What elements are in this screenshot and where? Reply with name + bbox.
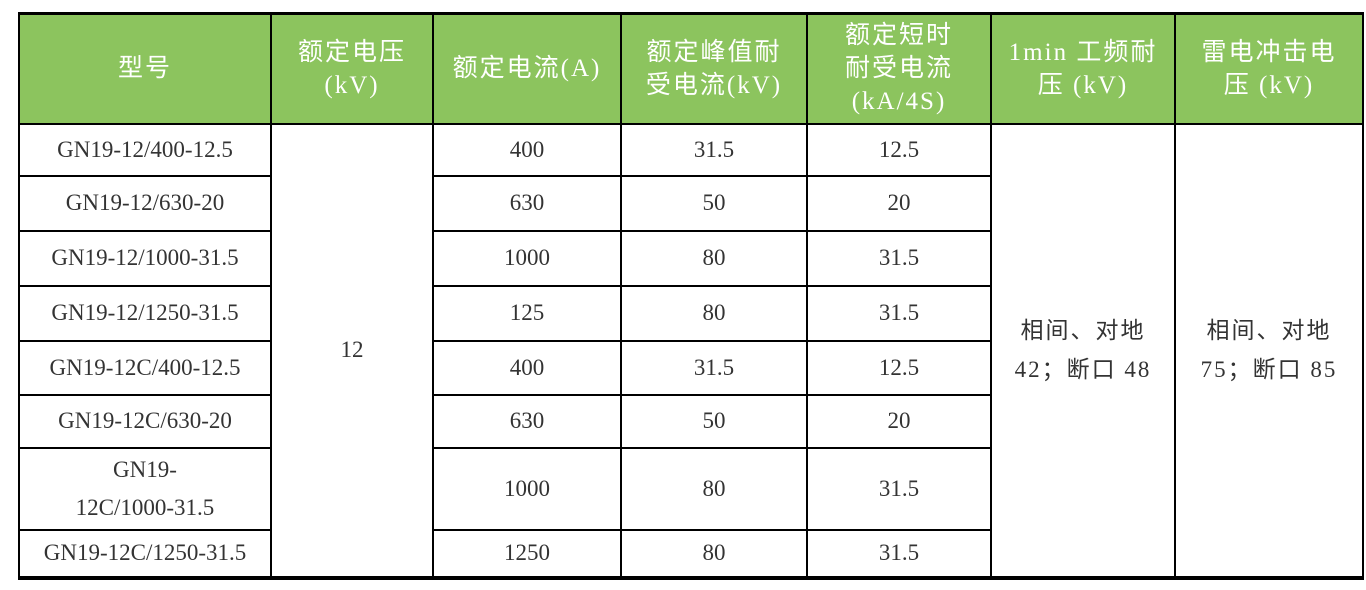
cell-rated-current: 400 [432, 339, 622, 396]
column-header-short-time-withstand: 额定短时 耐受电流 (kA/4S) [806, 12, 992, 125]
table-row: GN19-12/400-12.5 12 400 31.5 12.5 相间、对地 … [18, 122, 1364, 579]
cell-model: GN19-12C/1250-31.5 [18, 528, 272, 579]
cell-short-time-withstand: 20 [806, 393, 992, 449]
table-row: GN19-12C/400-12.5 400 31.5 12.5 [18, 339, 1363, 396]
cell-rated-current: 1000 [432, 229, 622, 287]
cell-short-time-withstand: 31.5 [806, 446, 992, 531]
cell-peak-withstand: 31.5 [620, 339, 808, 396]
column-header-rated-current: 额定电流(A) [432, 12, 622, 125]
column-header-power-frequency-voltage: 1min 工频耐 压 (kV) [990, 12, 1176, 125]
cell-rated-current: 400 [432, 122, 622, 177]
cell-rated-current: 630 [432, 393, 622, 449]
table-row: GN19-12/1000-31.5 1000 80 31.5 [18, 229, 1363, 287]
cell-model: GN19-12/400-12.5 [18, 122, 272, 177]
cell-peak-withstand: 80 [620, 229, 808, 287]
cell-short-time-withstand: 31.5 [806, 229, 992, 287]
cell-model: GN19-12C/630-20 [18, 393, 272, 449]
cell-lightning-impulse-merged: 相间、对地 75；断口 85 [1174, 122, 1364, 579]
cell-peak-withstand: 50 [620, 393, 808, 449]
cell-model: GN19-12/630-20 [18, 174, 272, 232]
cell-model: GN19-12/1000-31.5 [18, 229, 272, 287]
cell-power-frequency-merged: 相间、对地 42；断口 48 [990, 122, 1176, 579]
column-header-peak-withstand: 额定峰值耐 受电流(kV) [620, 12, 808, 125]
header-row: 型号 额定电压 (kV) 额定电流(A) 额定峰值耐 受电流(kV) 额定短时 … [18, 12, 1364, 125]
cell-model: GN19- 12C/1000-31.5 [18, 446, 272, 531]
cell-peak-withstand: 50 [620, 174, 808, 232]
table-row: GN19-12C/1250-31.5 1250 80 31.5 [18, 528, 1363, 579]
table-row: GN19-12C/630-20 630 50 20 [18, 393, 1363, 449]
column-header-lightning-impulse-voltage: 雷电冲击电 压 (kV) [1174, 12, 1364, 125]
cell-model: GN19-12C/400-12.5 [18, 339, 272, 396]
cell-model: GN19-12/1250-31.5 [18, 284, 272, 342]
cell-peak-withstand: 80 [620, 284, 808, 342]
cell-rated-voltage-merged: 12 [270, 122, 434, 579]
cell-peak-withstand: 80 [620, 446, 808, 531]
table-row: GN19-12/1250-31.5 125 80 31.5 [18, 284, 1363, 342]
cell-peak-withstand: 31.5 [620, 122, 808, 177]
table-row: GN19-12/630-20 630 50 20 [18, 174, 1363, 232]
cell-short-time-withstand: 31.5 [806, 528, 992, 579]
cell-short-time-withstand: 12.5 [806, 339, 992, 396]
cell-peak-withstand: 80 [620, 528, 808, 579]
column-header-rated-voltage: 额定电压 (kV) [270, 12, 434, 125]
cell-short-time-withstand: 12.5 [806, 122, 992, 177]
cell-short-time-withstand: 20 [806, 174, 992, 232]
column-header-model: 型号 [18, 12, 272, 125]
cell-short-time-withstand: 31.5 [806, 284, 992, 342]
cell-rated-current: 1000 [432, 446, 622, 531]
cell-rated-current: 1250 [432, 528, 622, 579]
switch-spec-table: 型号 额定电压 (kV) 额定电流(A) 额定峰值耐 受电流(kV) 额定短时 … [18, 12, 1364, 580]
cell-rated-current: 630 [432, 174, 622, 232]
cell-rated-current: 125 [432, 284, 622, 342]
table-row: GN19- 12C/1000-31.5 1000 80 31.5 [18, 446, 1363, 531]
